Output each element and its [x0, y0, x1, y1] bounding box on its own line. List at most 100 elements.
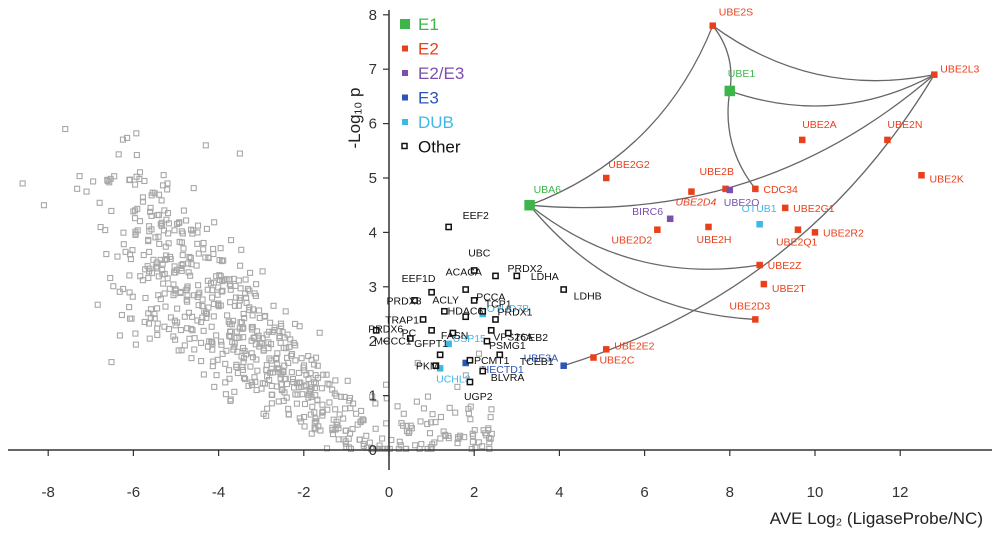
background-point	[344, 377, 351, 384]
background-point	[376, 442, 383, 449]
background-point	[217, 273, 224, 280]
background-point	[139, 194, 146, 201]
background-point	[369, 393, 376, 400]
background-point	[247, 269, 254, 276]
background-point	[184, 292, 191, 299]
background-point	[292, 342, 299, 349]
highlight-point-ube3a: UBE3A	[524, 353, 567, 369]
background-point	[260, 345, 267, 352]
background-point	[311, 385, 318, 392]
background-point	[254, 367, 261, 374]
background-point	[437, 413, 445, 421]
background-point	[426, 430, 434, 437]
background-point	[226, 332, 233, 339]
background-point	[157, 221, 164, 228]
background-point	[160, 172, 167, 179]
background-point	[186, 253, 193, 261]
y-tick-label: 0	[369, 442, 377, 459]
background-point	[274, 361, 281, 368]
highlight-point-tcp1: TCP1	[479, 298, 512, 315]
highlight-point-uchl3: UCHL3	[436, 365, 471, 385]
background-point	[471, 427, 478, 434]
background-point	[230, 275, 237, 282]
highlight-point-prdx2: PRDX2	[492, 263, 543, 280]
background-point	[376, 445, 383, 452]
background-point	[420, 405, 427, 412]
highlight-point-ube1: UBE1	[724, 68, 755, 97]
point-label: LDHA	[531, 271, 559, 283]
background-point	[240, 334, 247, 341]
background-point	[285, 405, 292, 412]
background-point	[146, 228, 153, 235]
background-point	[332, 426, 339, 433]
point-label: UBE2Z	[768, 260, 802, 272]
point-label: EEF1D	[402, 273, 436, 285]
highlight-point-ube2d4: UBE2D4	[675, 188, 716, 209]
background-point	[177, 289, 184, 297]
background-point	[191, 292, 198, 299]
highlight-point-usp15: USP15	[445, 333, 486, 348]
highlight-point-ube2a: UBE2A	[798, 119, 837, 144]
point-label: PCCA	[476, 291, 505, 303]
background-point	[163, 252, 170, 259]
background-point	[326, 381, 333, 388]
background-point	[462, 372, 469, 379]
background-point	[403, 428, 410, 435]
background-point	[94, 301, 101, 308]
highlight-point-psmg1: PSMG1	[483, 337, 526, 352]
connection-curve	[529, 74, 935, 209]
background-point	[240, 310, 247, 317]
background-point	[309, 403, 316, 410]
background-point	[147, 204, 154, 211]
legend-label: E2/E3	[418, 64, 464, 83]
background-point	[380, 445, 387, 452]
background-point	[340, 415, 347, 422]
background-point	[467, 416, 474, 423]
point-label: UBE2C	[599, 355, 634, 367]
background-point	[178, 239, 185, 246]
background-point	[366, 439, 373, 446]
background-point	[232, 294, 240, 301]
legend-label: Other	[418, 138, 461, 157]
point-label: OTUB1	[742, 203, 777, 215]
background-point	[397, 442, 404, 449]
background-point	[155, 233, 162, 240]
highlight-point-ugp2: UGP2	[464, 378, 493, 403]
background-point	[319, 408, 326, 415]
highlight-point-ube2k: UBE2K	[918, 172, 964, 185]
connection-curve	[729, 74, 935, 107]
point-label: UBE2H	[697, 234, 732, 246]
background-point	[133, 173, 140, 180]
background-point	[175, 347, 182, 354]
background-point	[188, 325, 195, 332]
background-point	[431, 439, 438, 446]
background-point	[269, 391, 276, 399]
background-point	[311, 361, 318, 368]
point-label: BIRC6	[632, 206, 663, 218]
background-point	[170, 281, 177, 288]
background-point	[235, 302, 242, 309]
background-point	[208, 338, 215, 346]
background-point	[268, 382, 275, 390]
y-tick-label: 1	[369, 388, 377, 405]
background-point	[190, 185, 197, 192]
highlight-point-ube2n: UBE2N	[884, 119, 922, 144]
point-label: ACLY	[432, 294, 459, 306]
background-point	[215, 284, 222, 291]
background-point	[336, 411, 343, 418]
background-point	[297, 379, 304, 386]
background-point	[132, 330, 139, 337]
highlight-point-ube2g1: UBE2G1	[781, 203, 835, 215]
legend-item-e1: E1	[400, 15, 439, 34]
background-point	[253, 386, 260, 394]
background-point	[288, 369, 295, 376]
background-point	[269, 328, 276, 335]
background-point	[195, 282, 202, 289]
background-point	[263, 412, 270, 419]
point-label: CDC34	[763, 184, 798, 196]
background-point	[174, 305, 181, 312]
background-point	[283, 345, 290, 352]
background-point	[358, 407, 365, 414]
background-point	[126, 177, 133, 184]
